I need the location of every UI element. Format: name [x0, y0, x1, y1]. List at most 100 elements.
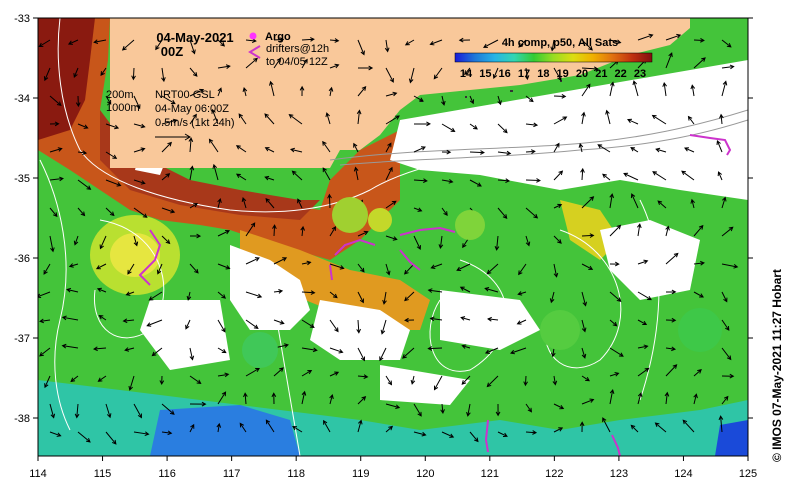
drifter-track-2	[334, 238, 376, 256]
current-arrow	[404, 317, 415, 323]
current-arrow	[238, 113, 247, 125]
current-arrow	[189, 165, 195, 181]
current-arrow	[581, 83, 591, 97]
current-arrow	[517, 291, 527, 296]
current-arrow	[61, 343, 79, 349]
current-arrow	[217, 64, 231, 69]
current-arrow	[273, 367, 284, 377]
current-arrow	[466, 403, 471, 417]
current-arrow	[133, 95, 141, 110]
current-arrow	[156, 263, 163, 275]
current-arrow	[242, 87, 248, 97]
current-arrow	[288, 114, 303, 125]
current-arrow	[292, 425, 303, 433]
current-arrow	[353, 142, 359, 153]
current-arrow	[441, 123, 456, 132]
x-tick-label: 123	[610, 468, 628, 480]
current-arrow	[410, 375, 416, 385]
current-arrow	[357, 230, 369, 237]
current-arrow	[189, 113, 197, 125]
cold-patch-east	[715, 420, 748, 456]
current-arrow	[68, 263, 79, 268]
current-arrow	[95, 263, 107, 270]
current-arrow	[329, 319, 339, 333]
current-arrow	[217, 39, 226, 47]
current-arrow	[189, 347, 195, 361]
drifter-track-5	[329, 264, 333, 281]
current-arrow	[239, 422, 247, 433]
current-arrow	[161, 207, 176, 214]
current-arrow	[719, 113, 724, 125]
current-arrow	[128, 375, 135, 391]
current-arrow	[580, 167, 585, 181]
current-arrow	[550, 347, 556, 358]
current-arrow	[581, 375, 590, 382]
current-arrow	[161, 173, 171, 181]
current-arrow	[609, 347, 624, 357]
current-arrow	[105, 123, 120, 130]
currents-source: NRT00 GSL	[155, 89, 215, 101]
current-arrow	[602, 173, 611, 181]
current-arrow	[581, 319, 587, 333]
current-arrow	[105, 151, 118, 159]
x-tick-label: 122	[545, 468, 563, 480]
current-arrow	[99, 235, 107, 250]
current-arrow	[553, 170, 564, 181]
current-arrow	[189, 67, 198, 77]
current-arrow	[301, 390, 307, 405]
drifter-track-7	[484, 419, 489, 453]
y-tick-label: -36	[14, 253, 30, 265]
colorbar-ticks: 14 15 16 17 18 19 20 21 22 23	[460, 68, 646, 80]
current-arrow	[217, 291, 227, 299]
current-arrow	[186, 291, 192, 301]
current-arrow	[552, 375, 558, 386]
current-arrow	[329, 394, 334, 405]
current-arrow	[516, 319, 527, 325]
current-arrow	[464, 67, 471, 76]
current-arrow	[441, 431, 455, 438]
current-arrow	[518, 263, 527, 276]
current-arrow	[609, 389, 615, 405]
current-arrow	[61, 315, 79, 321]
current-arrow	[460, 316, 471, 321]
current-arrow	[125, 291, 135, 296]
current-arrow	[269, 80, 275, 97]
current-arrow	[721, 373, 735, 379]
current-arrow	[693, 224, 704, 237]
current-arrow	[241, 196, 247, 209]
warm-core	[100, 110, 320, 220]
current-arrow	[356, 109, 362, 125]
current-arrow	[553, 67, 562, 81]
current-arrow	[49, 431, 62, 437]
current-arrow	[39, 318, 51, 324]
current-arrow	[208, 138, 219, 153]
current-arrow	[49, 95, 62, 107]
current-arrow	[357, 347, 366, 362]
current-arrow	[609, 81, 615, 97]
current-arrow	[49, 121, 60, 127]
current-arrow	[161, 430, 173, 436]
current-arrow	[458, 37, 471, 43]
current-arrow	[408, 67, 415, 84]
current-arrow	[433, 375, 443, 391]
current-arrow	[38, 39, 51, 48]
current-arrow	[553, 93, 567, 99]
current-arrow	[273, 319, 285, 325]
current-arrow	[329, 291, 338, 299]
current-arrow	[96, 287, 107, 293]
plot-frame	[37, 17, 749, 457]
current-arrow	[75, 95, 81, 108]
current-arrow	[212, 163, 219, 181]
current-arrow	[38, 291, 51, 298]
current-arrow	[497, 95, 502, 106]
current-arrow	[497, 150, 512, 156]
current-arrow	[105, 95, 112, 105]
current-arrow	[665, 346, 677, 352]
current-arrow	[429, 39, 443, 46]
current-arrow	[492, 67, 499, 79]
current-arrow	[581, 111, 586, 125]
current-arrow	[77, 123, 89, 129]
current-arrow	[329, 263, 345, 270]
current-arrow	[161, 67, 166, 83]
current-arrow	[665, 317, 677, 323]
